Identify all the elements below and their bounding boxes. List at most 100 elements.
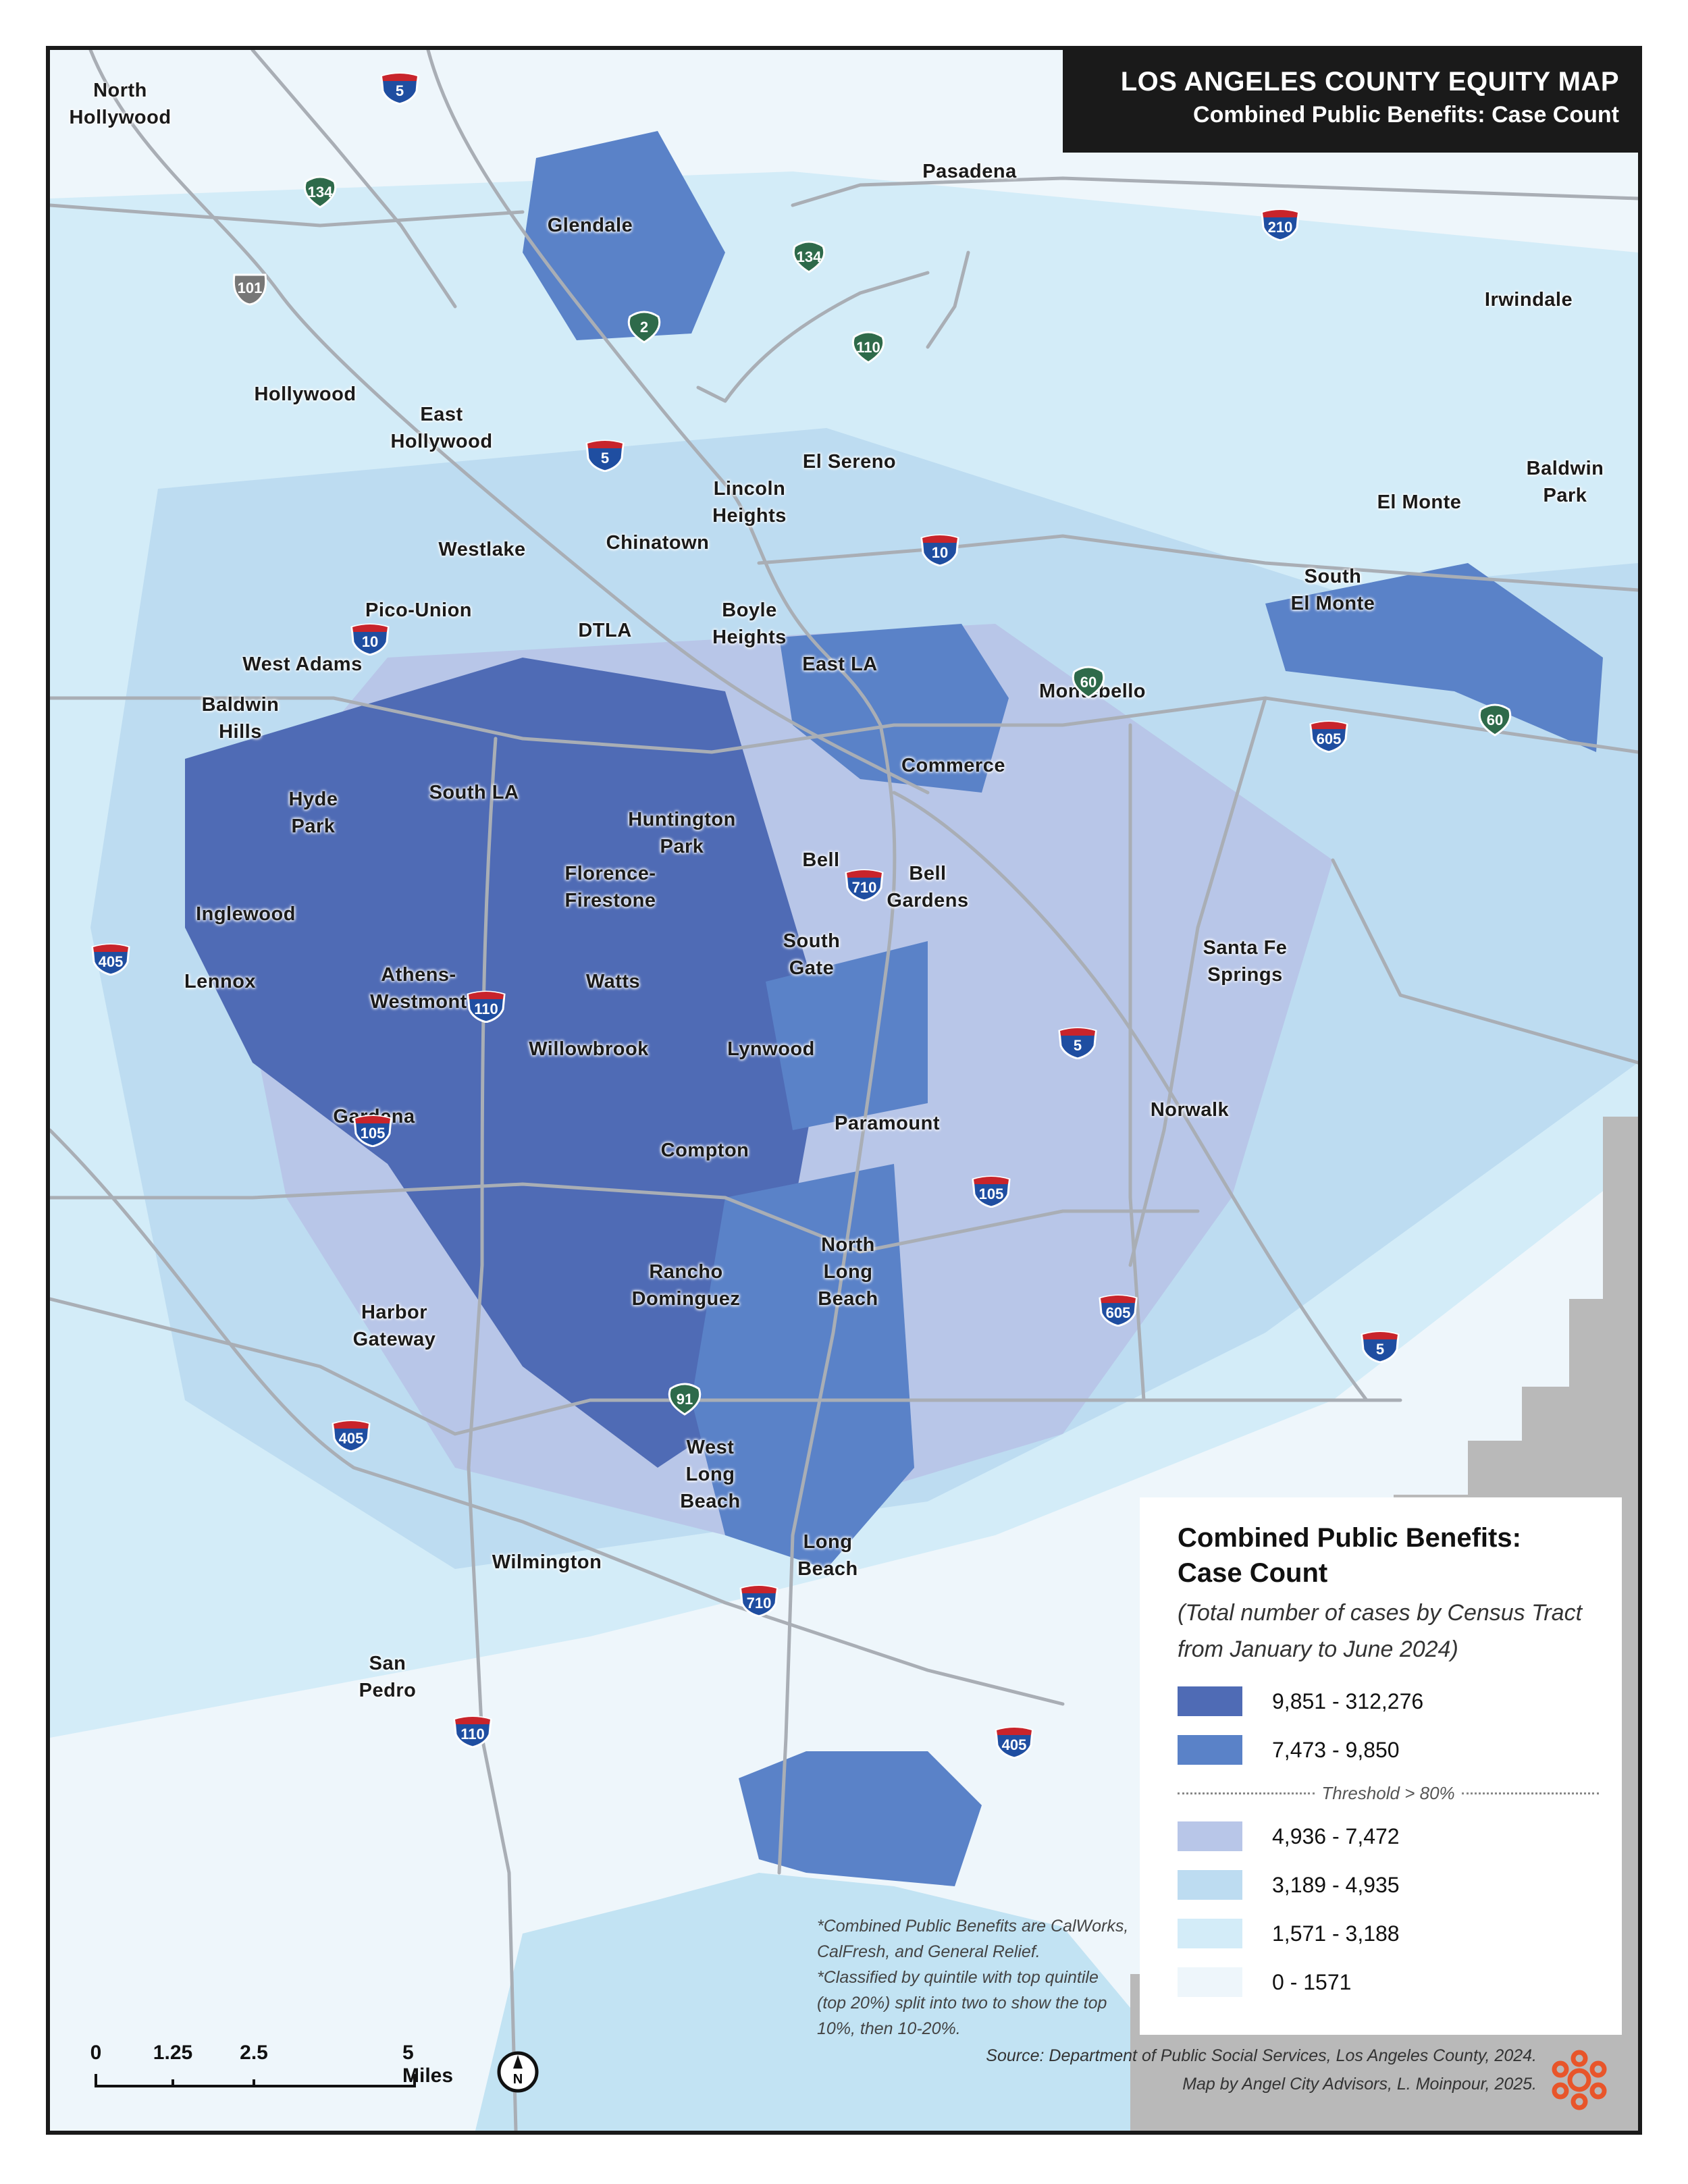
place-label-harbor-gateway: Harbor Gateway xyxy=(352,1302,436,1350)
harbor-water xyxy=(475,1873,1184,2131)
freeway-line xyxy=(791,176,1638,207)
place-label-norwalk: Norwalk xyxy=(1150,1099,1230,1121)
freeway-line xyxy=(50,696,1638,754)
freeway-line xyxy=(467,737,518,2131)
legend-heading-1: Combined Public Benefits: xyxy=(1178,1523,1521,1553)
legend-row: 7,473 - 9,850 xyxy=(1178,1726,1599,1774)
legend-swatch xyxy=(1178,1870,1242,1900)
shield-number: 105 xyxy=(360,1125,386,1142)
freeway-line xyxy=(1128,723,1146,1402)
place-label-north-long-beach: North Long Beach xyxy=(818,1234,878,1310)
place-label-inglewood: Inglewood xyxy=(196,903,296,925)
note-line: *Combined Public Benefits are CalWorks, xyxy=(817,1917,1129,1936)
shield-number: 710 xyxy=(851,879,877,896)
shield-i710-south-icon: 710 xyxy=(738,1583,780,1618)
legend-swatch xyxy=(1178,1686,1242,1716)
place-label-south-la: South LA xyxy=(429,782,519,803)
shield-i105-west-icon: 105 xyxy=(352,1113,394,1148)
map-canvas[interactable] xyxy=(50,50,1638,2131)
freeway-line xyxy=(250,50,457,309)
freeway-line xyxy=(50,1297,1402,1436)
place-label-florence-firestone: Florence- Firestone xyxy=(564,863,656,911)
place-label-west-adams: West Adams xyxy=(242,654,363,675)
tract-zone-high-long-beach xyxy=(739,1751,982,1886)
legend-swatch xyxy=(1178,1919,1242,1948)
tract-zone-high-bell xyxy=(766,941,928,1130)
shield-number: 101 xyxy=(237,279,263,296)
shield-i405-south-icon: 405 xyxy=(330,1418,372,1453)
place-label-watts: Watts xyxy=(585,971,641,992)
tract-zone-high-glendale xyxy=(523,131,725,340)
shield-sr60-west-icon: 60 xyxy=(1067,665,1109,699)
place-label-north-hollywood: North Hollywood xyxy=(69,80,172,128)
legend-swatch xyxy=(1178,1967,1242,1997)
shield-number: 605 xyxy=(1316,730,1342,747)
shield-i110-central-icon: 110 xyxy=(465,989,507,1023)
place-label-willowbrook: Willowbrook xyxy=(529,1038,649,1060)
place-label-south-gate: South Gate xyxy=(783,930,841,979)
shield-number: 405 xyxy=(98,953,124,970)
shield-number: 5 xyxy=(1073,1037,1082,1054)
shield-i710-north-icon: 710 xyxy=(843,868,885,902)
freeway-line xyxy=(696,271,930,403)
freeway-line xyxy=(426,50,882,727)
shield-i10-east-icon: 10 xyxy=(919,533,961,567)
shield-i5-southeast-icon: 5 xyxy=(1359,1329,1401,1364)
note-line: 10%, then 10-20%. xyxy=(817,2019,961,2038)
shield-i405-east-icon: 405 xyxy=(993,1725,1035,1759)
note-line: (top 20%) split into two to show the top xyxy=(817,1994,1107,2013)
shield-i405-west-icon: 405 xyxy=(90,942,132,976)
place-label-east-la: East LA xyxy=(802,654,878,675)
legend-label: 4,936 - 7,472 xyxy=(1272,1823,1400,1848)
shield-i5-north-icon: 5 xyxy=(379,71,421,105)
shield-i110-south-icon: 110 xyxy=(452,1714,494,1749)
legend-heading-2: Case Count xyxy=(1178,1558,1328,1588)
shield-i5-central-icon: 5 xyxy=(584,438,626,473)
place-label-long-beach: Long Beach xyxy=(797,1531,858,1580)
place-label-el-monte: El Monte xyxy=(1377,491,1462,513)
place-label-boyle-heights: Boyle Heights xyxy=(712,600,787,648)
legend-label: 9,851 - 312,276 xyxy=(1272,1688,1424,1713)
shield-sr134-east-icon: 134 xyxy=(788,240,830,273)
logo-icon xyxy=(1552,2050,1607,2110)
legend-swatch xyxy=(1178,1821,1242,1851)
scale-bar-ruler xyxy=(95,2074,416,2087)
legend-label: 3,189 - 4,935 xyxy=(1272,1872,1400,1897)
freeway-line xyxy=(926,250,970,349)
place-label-lincoln-heights: Lincoln Heights xyxy=(712,478,787,527)
scale-tick-label: 1.25 xyxy=(153,2042,193,2064)
legend-threshold: Threshold > 80% xyxy=(1178,1774,1600,1812)
shield-number: 405 xyxy=(1001,1736,1027,1753)
note-line: *Classified by quintile with top quintil… xyxy=(817,1968,1099,1987)
place-label-baldwin-park: Baldwin Park xyxy=(1526,458,1604,506)
freeway-line xyxy=(88,50,930,795)
shield-sr91-icon: 91 xyxy=(664,1382,706,1416)
shield-number: 5 xyxy=(395,82,404,99)
shield-sr110-north-icon: 110 xyxy=(847,330,889,364)
place-label-west-long-beach: West Long Beach xyxy=(680,1437,741,1512)
shield-number: 605 xyxy=(1105,1304,1131,1321)
shield-number: 110 xyxy=(474,1001,498,1017)
map-subtitle: Combined Public Benefits: Case Count xyxy=(1193,102,1619,128)
shield-number: 134 xyxy=(307,184,333,201)
threshold-rule xyxy=(1461,1792,1600,1794)
map-frame: LOS ANGELES COUNTY EQUITY MAP Combined P… xyxy=(46,46,1642,2135)
source-line: Source: Department of Public Social Serv… xyxy=(986,2046,1537,2065)
shield-number: 134 xyxy=(796,248,822,265)
shield-number: 110 xyxy=(460,1726,485,1742)
scale-bar: 0 1.25 2.5 5 Miles xyxy=(77,2042,496,2096)
place-label-pasadena: Pasadena xyxy=(922,161,1017,182)
freeway-line xyxy=(757,534,1638,592)
scale-tick-label: 5 Miles xyxy=(402,2042,454,2087)
scale-tick-label: 0 xyxy=(90,2042,102,2064)
legend-swatch xyxy=(1178,1735,1242,1765)
shield-us101-icon: 101 xyxy=(229,272,271,306)
tract-zone-high-compton xyxy=(691,1164,914,1569)
place-label-lynwood: Lynwood xyxy=(727,1038,815,1060)
place-label-san-pedro: San Pedro xyxy=(359,1653,417,1701)
place-label-chinatown: Chinatown xyxy=(606,532,710,554)
place-label-hollywood: Hollywood xyxy=(254,383,357,405)
source-credit: Source: Department of Public Social Serv… xyxy=(986,2042,1537,2098)
place-label-rancho-dominguez: Rancho Dominguez xyxy=(631,1261,741,1310)
place-label-dtla: DTLA xyxy=(578,620,632,641)
